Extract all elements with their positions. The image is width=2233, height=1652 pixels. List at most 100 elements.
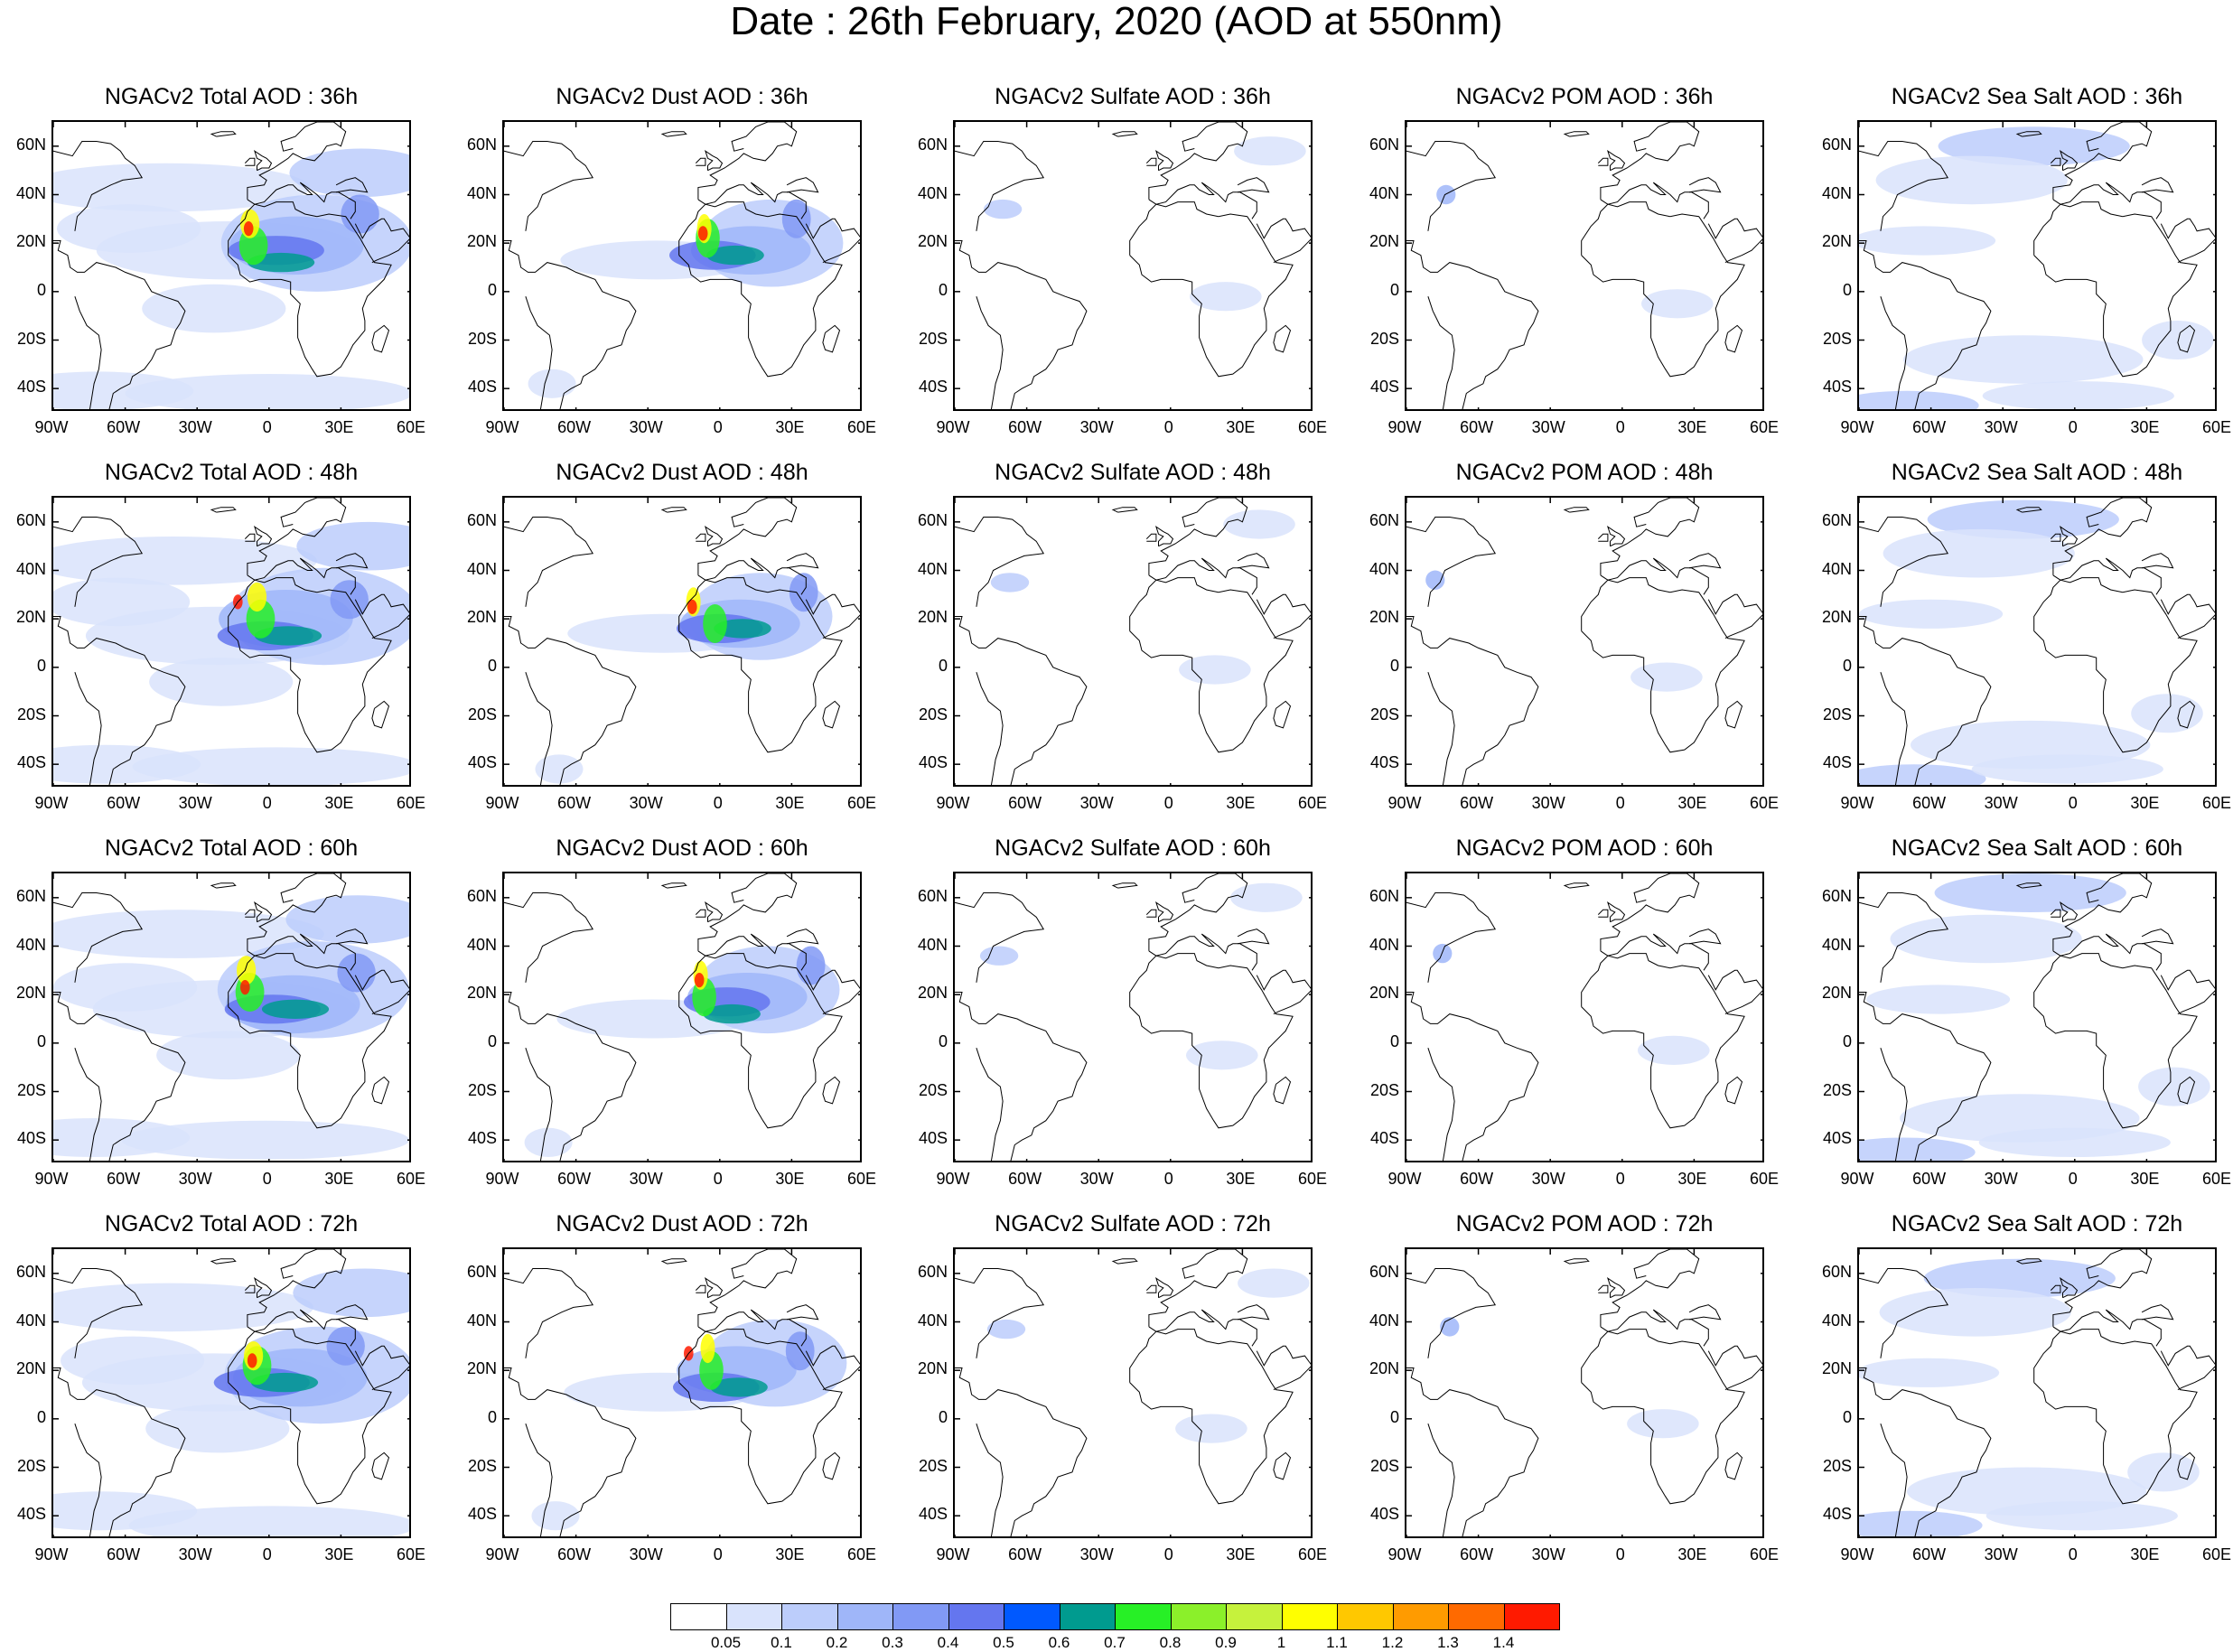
coastline	[1600, 1249, 1700, 1327]
coastline	[1154, 149, 1174, 172]
coastline	[2160, 969, 2215, 1015]
colorbar-label: 1.3	[1437, 1634, 1459, 1651]
coastline	[504, 1367, 637, 1536]
coastline	[53, 616, 186, 785]
aod-field	[796, 946, 826, 985]
aod-field	[1230, 882, 1303, 912]
aod-field	[714, 619, 771, 639]
lat-tick-label: 0	[938, 1407, 948, 1426]
lat-tick-label: 20N	[466, 232, 497, 251]
aod-field	[983, 199, 1023, 219]
coastline	[253, 1276, 273, 1299]
lat-tick-label: 40S	[1822, 1505, 1852, 1524]
coastline	[1563, 507, 1590, 513]
lat-tick-label: 20S	[1822, 1456, 1852, 1475]
aod-field	[1175, 1414, 1247, 1443]
coastline	[247, 1249, 347, 1327]
lon-tick-label: 60E	[1749, 794, 1780, 812]
coastline	[805, 1345, 860, 1391]
aod-field	[330, 580, 369, 620]
lon-tick-label: 60E	[1297, 418, 1328, 436]
colorbar-swatch	[1503, 1603, 1560, 1630]
coastline	[1880, 672, 1908, 785]
lon-tick-label: 90W	[34, 418, 69, 436]
colorbar-swatch	[781, 1603, 838, 1630]
coastline	[228, 577, 392, 753]
coastline	[1581, 577, 1745, 753]
aod-field	[1433, 943, 1453, 964]
lat-tick-label: 40N	[1369, 183, 1399, 202]
lon-tick-label: 30W	[1531, 794, 1565, 812]
coastline	[1724, 1451, 1743, 1480]
lon-tick-label: 90W	[1840, 1545, 1874, 1563]
aod-field	[697, 226, 708, 241]
coastline	[1256, 218, 1311, 264]
colorbar-swatch	[1115, 1603, 1172, 1630]
lon-tick-label: 0	[1163, 1170, 1173, 1188]
colorbar-swatch	[1281, 1603, 1338, 1630]
aod-field	[296, 521, 409, 571]
lat-tick-label: 40N	[15, 935, 46, 954]
coastline	[697, 1249, 798, 1327]
lon-tick-label: 0	[262, 1170, 272, 1188]
map-canvas	[955, 498, 1311, 785]
lon-tick-label: 30E	[324, 1170, 354, 1188]
coastline	[2177, 1451, 2196, 1480]
lon-tick-label: 30W	[1984, 1170, 2018, 1188]
map-panel-dust	[502, 1247, 862, 1538]
lon-tick-label: 30E	[2130, 1545, 2160, 1563]
lon-tick-label: 0	[713, 418, 723, 436]
lon-tick-label: 60W	[1460, 794, 1494, 812]
lon-tick-label: 30E	[1677, 418, 1707, 436]
coastline	[53, 992, 186, 1161]
coastline	[53, 892, 144, 983]
aod-field	[341, 194, 379, 234]
coastline	[2033, 577, 2198, 753]
panel-title: NGACv2 Dust AOD : 60h	[556, 835, 808, 861]
coastline	[1859, 517, 1949, 607]
lon-tick-label: 60E	[2201, 418, 2232, 436]
coastline	[244, 533, 256, 542]
aod-field	[1859, 1137, 1976, 1161]
lat-tick-label: 60N	[15, 510, 46, 529]
lon-tick-label: 30E	[1226, 794, 1256, 812]
lat-tick-label: 60N	[1369, 1262, 1399, 1281]
coastline	[244, 157, 256, 166]
lon-tick-label: 60W	[107, 1545, 141, 1563]
lon-tick-label: 90W	[936, 1170, 970, 1188]
lon-tick-label: 30E	[1226, 1545, 1256, 1563]
lat-tick-label: 0	[487, 656, 497, 675]
coastline	[1859, 1268, 1949, 1358]
colorbar-swatch	[1004, 1603, 1060, 1630]
lon-tick-label: 60E	[1297, 1170, 1328, 1188]
lon-tick-label: 30W	[1531, 1170, 1565, 1188]
coastline	[704, 901, 724, 923]
coastline	[253, 525, 273, 547]
lat-tick-label: 40S	[1369, 753, 1399, 772]
coastline	[1724, 1076, 1743, 1105]
lon-tick-label: 30E	[775, 1545, 805, 1563]
colorbar-label: 0.6	[1048, 1634, 1070, 1651]
lon-tick-label: 90W	[1840, 1170, 1874, 1188]
lon-tick-label: 0	[1615, 1170, 1625, 1188]
coastline	[1859, 240, 1992, 409]
lon-tick-label: 60W	[557, 1545, 592, 1563]
lon-tick-label: 0	[2068, 1545, 2078, 1563]
coastline	[678, 577, 843, 753]
map-canvas	[955, 122, 1311, 409]
coastline	[2141, 1304, 2174, 1321]
coastline	[1237, 929, 1270, 945]
lon-tick-label: 30W	[1984, 794, 2018, 812]
colorbar-label: 0.9	[1215, 1634, 1237, 1651]
lon-tick-label: 90W	[1387, 794, 1422, 812]
lat-tick-label: 40S	[467, 1505, 497, 1524]
coastline	[660, 1258, 687, 1265]
aod-field	[1859, 390, 1979, 409]
lat-tick-label: 40S	[918, 1505, 948, 1524]
lon-tick-label: 0	[713, 794, 723, 812]
coastline	[976, 672, 1004, 785]
lon-tick-label: 60W	[1912, 1170, 1947, 1188]
lat-tick-label: 60N	[15, 1262, 46, 1281]
lon-tick-label: 60E	[2201, 1545, 2232, 1563]
aod-field	[240, 980, 250, 995]
